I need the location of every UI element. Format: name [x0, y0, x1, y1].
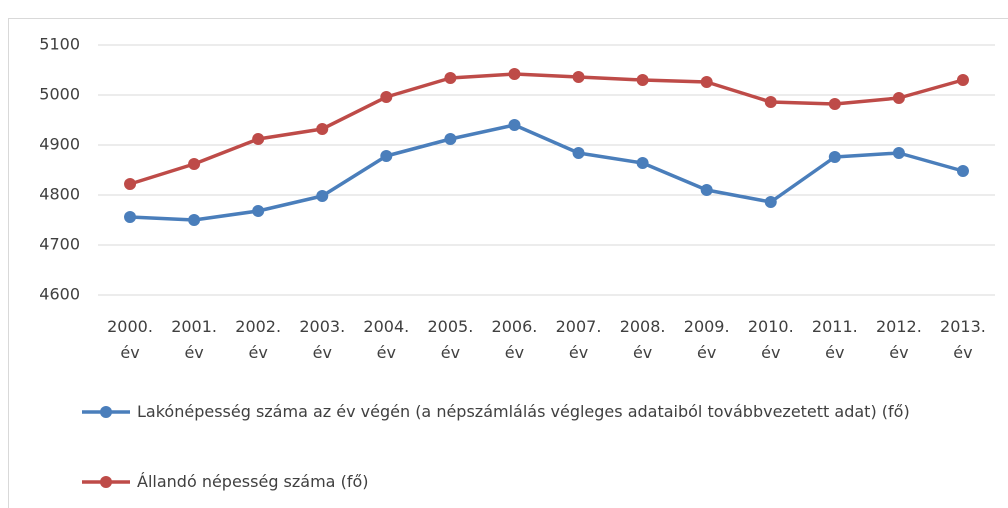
x-tick-label: 2006. év	[491, 317, 538, 362]
legend-label: Állandó népesség száma (fő)	[137, 472, 369, 491]
data-point	[252, 205, 265, 217]
data-point	[188, 214, 201, 226]
x-tick-label: 2012. év	[875, 317, 922, 362]
data-point	[892, 92, 905, 104]
data-point	[828, 151, 841, 163]
x-tick-label: 2011. év	[811, 317, 858, 362]
y-tick-label: 4700	[39, 235, 80, 254]
data-point	[892, 147, 905, 159]
y-tick-label: 4800	[39, 185, 80, 204]
data-point	[764, 196, 777, 208]
legend-label: Lakónépesség száma az év végén (a népszá…	[137, 402, 910, 421]
data-point	[444, 72, 457, 84]
x-tick-label: 2000. év	[107, 317, 153, 362]
series-line	[129, 123, 964, 222]
data-point	[188, 158, 201, 170]
data-point	[636, 157, 649, 169]
x-tick-label: 2005. év	[427, 317, 474, 362]
chart-border	[8, 18, 1008, 508]
data-point	[700, 76, 713, 88]
data-point	[380, 150, 393, 162]
y-tick-label: 4900	[39, 135, 80, 154]
legend-marker	[100, 406, 112, 418]
x-tick-label: 2008. év	[619, 317, 666, 362]
data-point	[316, 123, 329, 135]
data-point	[636, 74, 649, 86]
data-point	[956, 74, 969, 86]
x-tick-label: 2010. év	[747, 317, 794, 362]
y-tick-label: 4600	[39, 285, 80, 304]
legend-marker	[100, 476, 112, 488]
data-point	[124, 178, 137, 190]
x-tick-label: 2001. év	[171, 317, 217, 362]
data-point	[764, 96, 777, 108]
data-point	[572, 147, 585, 159]
data-point	[444, 133, 457, 145]
y-tick-label: 5000	[39, 85, 80, 104]
y-tick-label: 5100	[39, 35, 80, 54]
data-point	[572, 71, 585, 83]
data-point	[508, 119, 521, 131]
data-point	[956, 165, 969, 177]
data-point	[508, 68, 521, 80]
data-point	[828, 98, 841, 110]
x-tick-label: 2007. év	[555, 317, 602, 362]
data-point	[700, 184, 713, 196]
series-line	[129, 72, 964, 186]
x-tick-label: 2004. év	[363, 317, 410, 362]
data-point	[124, 211, 137, 223]
x-tick-label: 2002. év	[235, 317, 282, 362]
x-tick-label: 2013. év	[940, 317, 986, 362]
data-point	[316, 190, 329, 202]
x-tick-label: 2003. év	[299, 317, 346, 362]
data-point	[252, 133, 265, 145]
x-tick-label: 2009. év	[683, 317, 730, 362]
data-point	[380, 91, 393, 103]
